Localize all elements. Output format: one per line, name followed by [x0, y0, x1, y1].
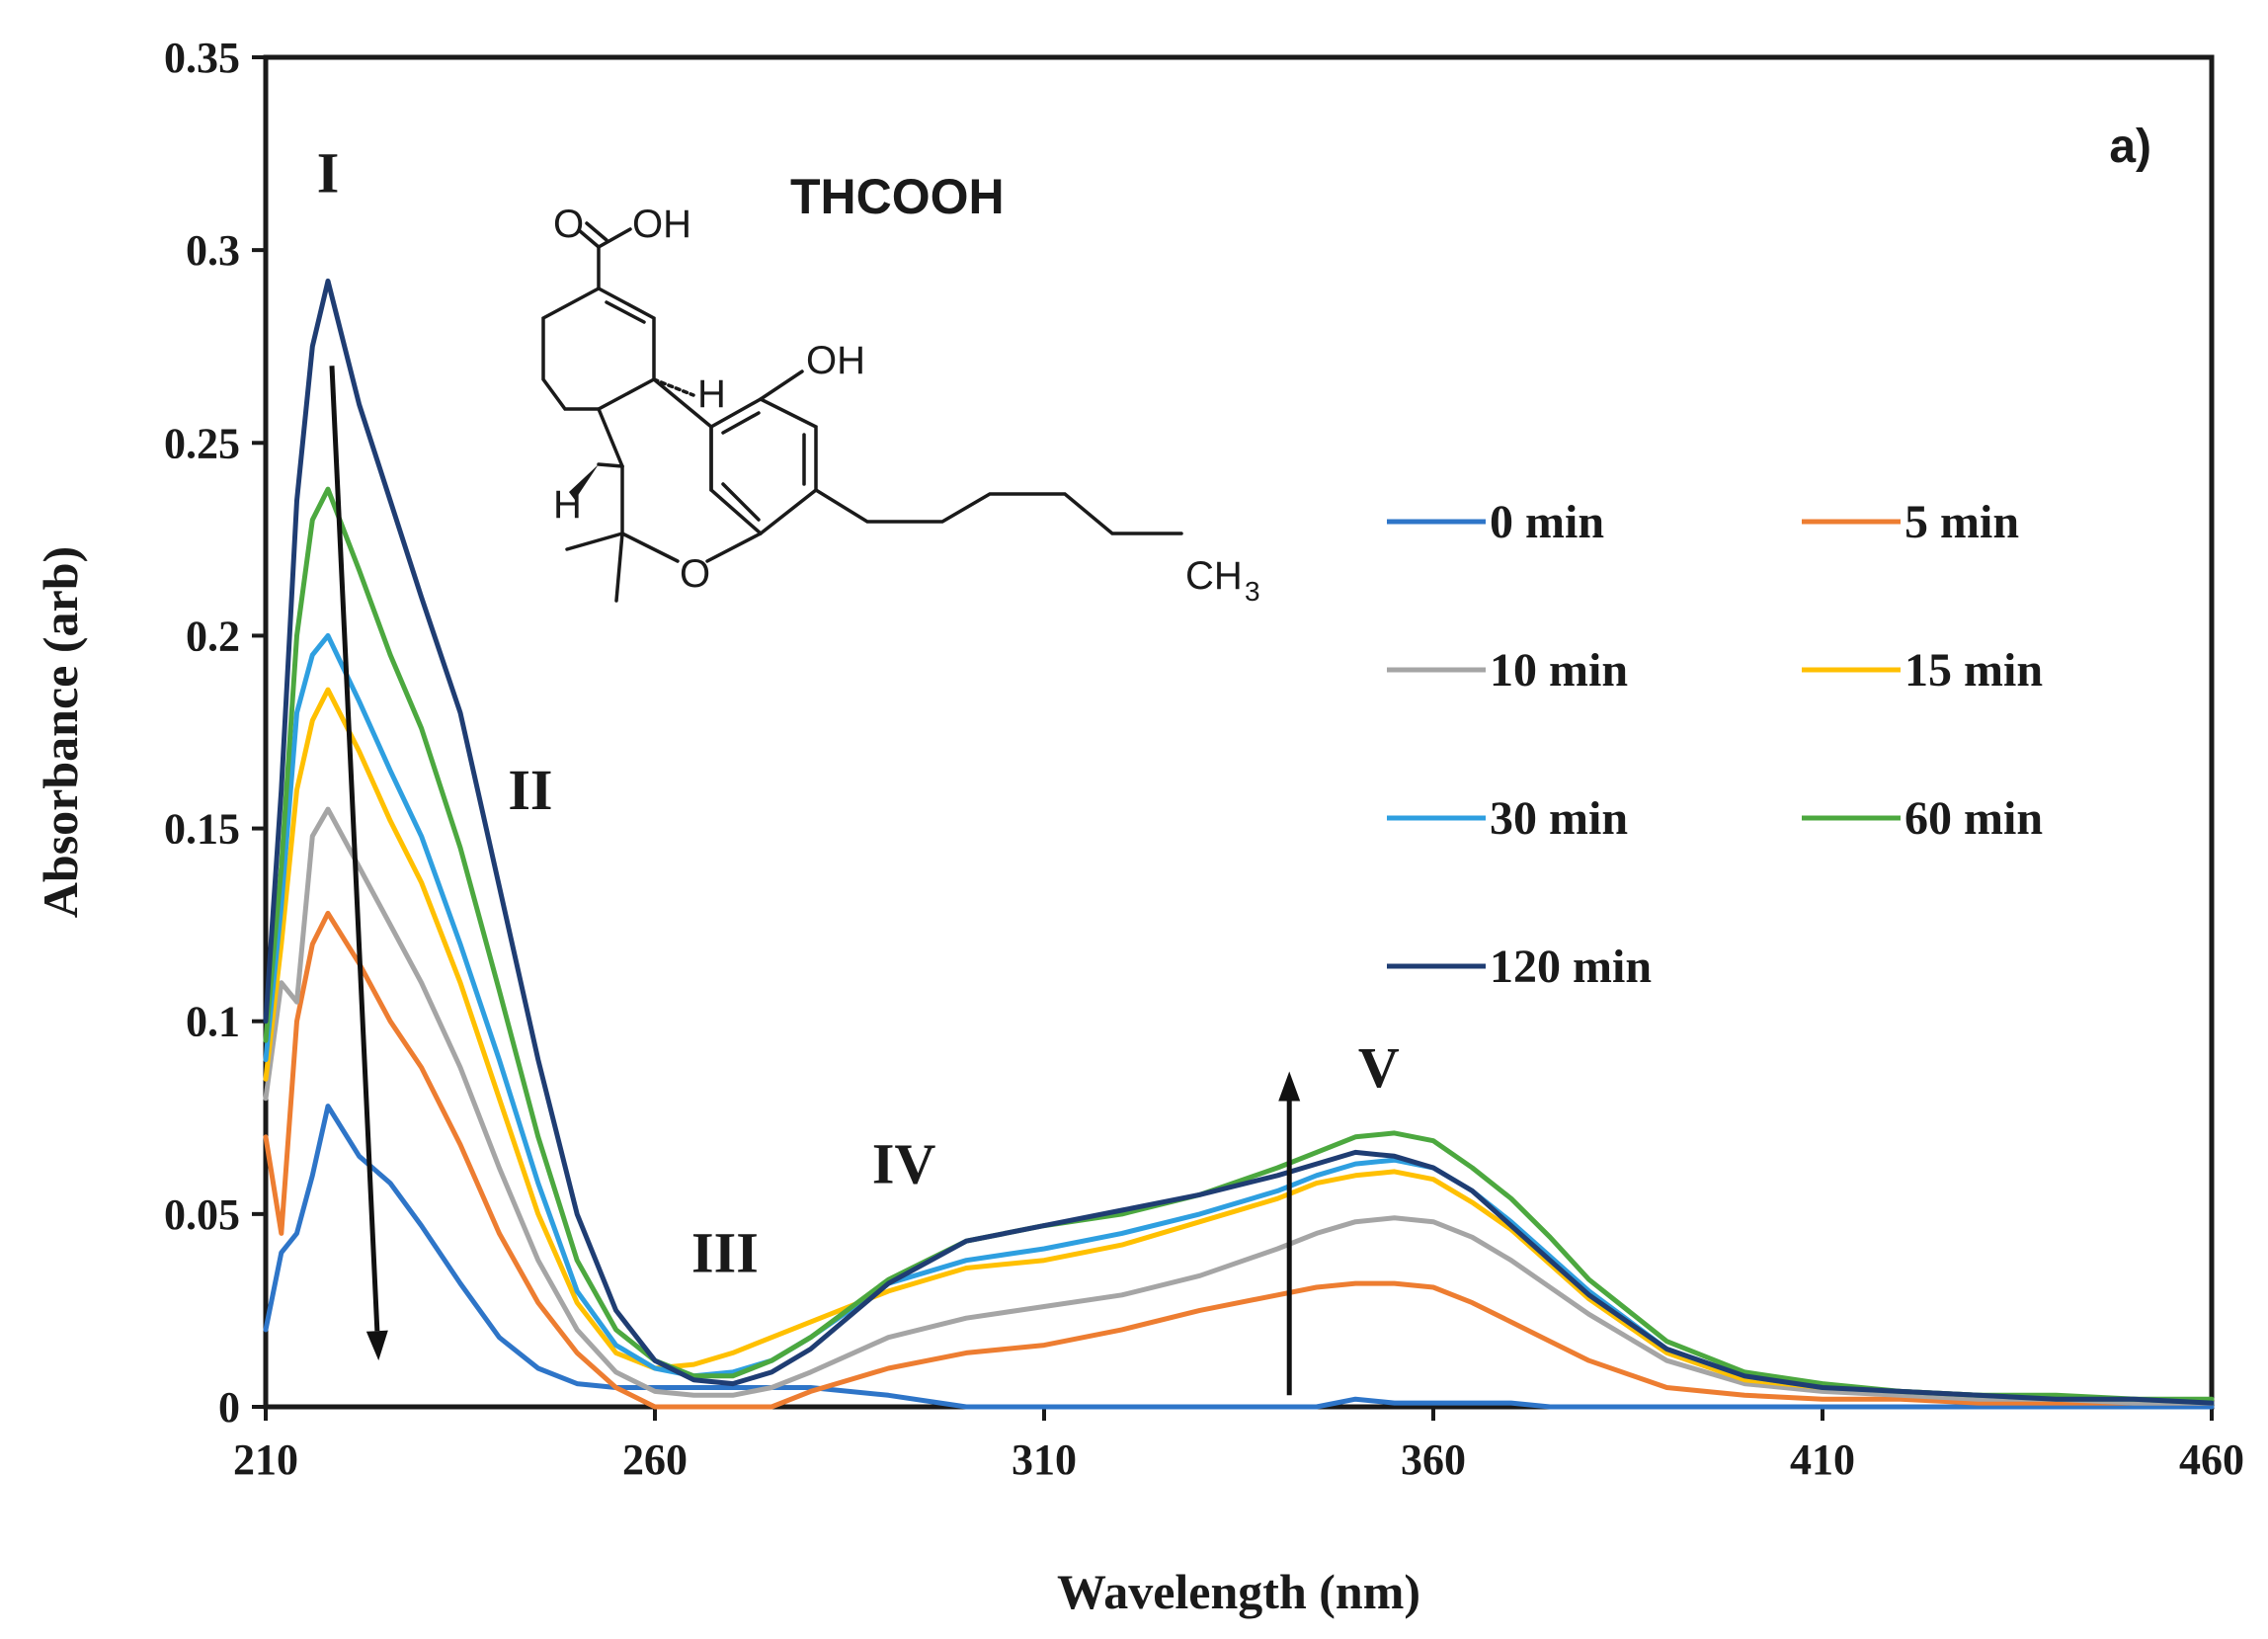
band-label: III [691, 1220, 759, 1284]
x-axis-title: Wavelength (nm) [1057, 1564, 1420, 1619]
y-tick-label: 0.3 [186, 226, 240, 275]
series-lines [263, 278, 2215, 1410]
panel-label: a) [2109, 121, 2151, 173]
y-axis: 0 0.05 0.1 0.15 0.2 0.25 0.3 0.35 [164, 34, 266, 1432]
x-tick-label: 410 [1790, 1435, 1855, 1484]
methyl-subscript: 3 [1245, 576, 1260, 607]
x-axis: 210 260 310 360 410 460 [233, 1407, 2244, 1484]
x-tick-label: 360 [1401, 1435, 1466, 1484]
methyl-group: CH [1185, 554, 1243, 598]
legend-label: 30 min [1490, 792, 1628, 845]
band-label: II [508, 758, 552, 822]
y-tick-label: 0 [218, 1383, 240, 1432]
y-tick-label: 0.2 [186, 612, 240, 660]
legend: 0 min 5 min 10 min 15 min 30 min 60 min 120 mi… [1387, 496, 2043, 993]
series-line-10-min [263, 806, 2215, 1406]
trend-arrow-shaft [329, 366, 380, 1332]
x-tick-label: 210 [233, 1435, 298, 1484]
x-tick-label: 310 [1012, 1435, 1077, 1484]
thcooh-structure-inset: THCOOH O OH H H O [541, 169, 1260, 607]
legend-label: 120 min [1490, 941, 1652, 993]
series-line-0-min [263, 1104, 2215, 1410]
y-axis-title: Absorbance (arb) [33, 546, 88, 918]
band-label: I [317, 141, 340, 205]
series-line-15-min [263, 687, 2215, 1406]
acid-hydroxyl: OH [632, 203, 691, 246]
y-tick-label: 0.25 [164, 419, 240, 467]
ring-oxygen: O [680, 552, 710, 596]
y-tick-label: 0.05 [164, 1190, 240, 1239]
trend-arrows [329, 366, 1301, 1396]
legend-label: 10 min [1490, 644, 1628, 697]
legend-label: 15 min [1904, 644, 2043, 697]
y-tick-label: 0.15 [164, 805, 240, 854]
trend-arrow-head [365, 1330, 388, 1361]
band-label: V [1358, 1035, 1400, 1100]
hydrogen-left: H [553, 483, 582, 527]
legend-label: 0 min [1490, 496, 1604, 548]
legend-label: 5 min [1904, 496, 2019, 548]
series-line-5-min [263, 910, 2215, 1410]
band-label: IV [872, 1132, 936, 1196]
series-line-120-min [263, 278, 2215, 1406]
phenol-hydroxyl: OH [806, 339, 865, 382]
trend-arrow-head [1278, 1071, 1301, 1102]
x-tick-label: 260 [622, 1435, 688, 1484]
molecule-title: THCOOH [790, 169, 1005, 224]
legend-label: 60 min [1904, 792, 2043, 845]
y-tick-label: 0.35 [164, 34, 240, 82]
carbonyl-oxygen: O [553, 203, 584, 246]
x-tick-label: 460 [2179, 1435, 2244, 1484]
y-tick-label: 0.1 [186, 998, 240, 1046]
hydrogen-top: H [697, 372, 726, 416]
